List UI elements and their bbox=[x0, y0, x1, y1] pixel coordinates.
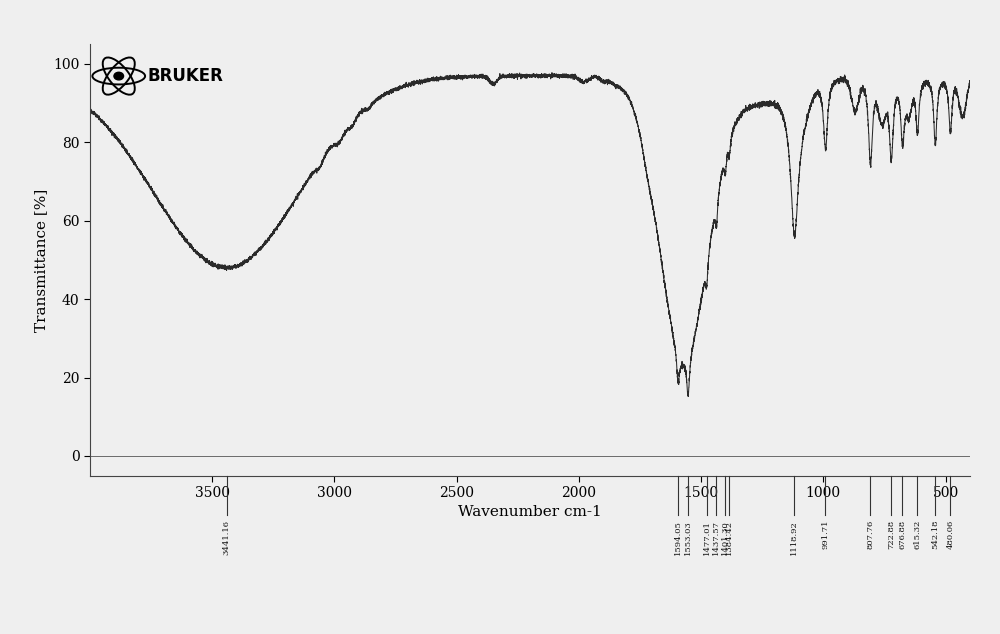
Text: 722.88: 722.88 bbox=[887, 520, 895, 549]
Text: 1594.05: 1594.05 bbox=[674, 520, 682, 555]
Text: 991.71: 991.71 bbox=[821, 520, 829, 550]
Text: 542.18: 542.18 bbox=[931, 520, 939, 550]
Text: 1401.30: 1401.30 bbox=[721, 520, 729, 555]
Text: 1477.01: 1477.01 bbox=[703, 520, 711, 555]
Text: 1384.42: 1384.42 bbox=[725, 520, 733, 555]
Text: 615.32: 615.32 bbox=[913, 520, 921, 549]
Text: 1553.03: 1553.03 bbox=[684, 520, 692, 555]
Circle shape bbox=[114, 72, 124, 80]
Text: 3441.16: 3441.16 bbox=[223, 520, 231, 555]
Text: 807.76: 807.76 bbox=[866, 520, 874, 549]
Y-axis label: Transmittance [%]: Transmittance [%] bbox=[34, 188, 48, 332]
Text: 1118.92: 1118.92 bbox=[790, 520, 798, 555]
X-axis label: Wavenumber cm-1: Wavenumber cm-1 bbox=[458, 505, 602, 519]
Text: 676.88: 676.88 bbox=[898, 520, 906, 549]
Text: 1437.57: 1437.57 bbox=[712, 520, 720, 555]
Text: BRUKER: BRUKER bbox=[148, 67, 223, 85]
Text: 480.06: 480.06 bbox=[946, 520, 954, 549]
